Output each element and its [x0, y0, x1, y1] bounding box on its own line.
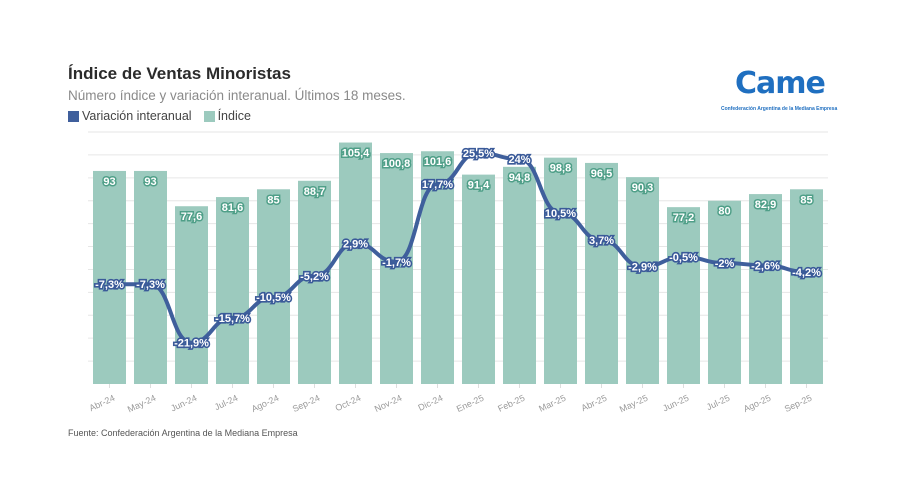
bar-Abr-25[interactable] [585, 162, 618, 384]
bar-Nov-24[interactable] [380, 153, 413, 384]
line-label-Abr-24: -7,3% [95, 279, 124, 291]
x-tick-label: Sep-24 [291, 393, 322, 414]
bar-Ene-25[interactable] [462, 174, 495, 384]
bar-Jul-24[interactable] [216, 197, 249, 384]
x-tick-label: Ago-25 [742, 393, 773, 414]
x-tick-label: Ene-25 [455, 393, 486, 414]
bar-label-May-25: 90,3 [632, 182, 653, 194]
chart-title: Índice de Ventas Minoristas [68, 64, 291, 83]
x-tick-label: Nov-24 [373, 393, 404, 414]
x-tick-label: Jul-24 [213, 393, 239, 412]
line-label-Jul-25: -2% [715, 258, 735, 270]
bar-label-Abr-25: 96,5 [591, 168, 612, 180]
bar-Ago-24[interactable] [257, 189, 290, 384]
bar-Mar-25[interactable] [544, 157, 577, 384]
line-label-Jun-24: -21,9% [174, 338, 209, 350]
bar-May-24[interactable] [134, 170, 167, 384]
bar-May-25[interactable] [626, 177, 659, 384]
bar-label-Jul-25: 80 [718, 206, 730, 218]
bar-label-Ene-25: 91,4 [468, 180, 490, 192]
source-note: Fuente: Confederación Argentina de la Me… [68, 428, 298, 438]
x-tick-label: Abr-25 [580, 393, 609, 413]
line-label-May-24: -7,3% [136, 279, 165, 291]
logo-wordmark: Came [735, 66, 826, 101]
bar-label-Jun-24: 77,6 [181, 211, 202, 223]
x-tick-label: Sep-25 [783, 393, 814, 414]
x-tick-label: Jul-25 [705, 393, 731, 412]
bar-label-Oct-24: 105,4 [342, 148, 370, 160]
line-label-Mar-25: 10,5% [545, 208, 576, 220]
bar-Jun-25[interactable] [667, 207, 700, 384]
bar-label-Ago-24: 85 [267, 194, 279, 206]
x-tick-label: Abr-24 [88, 393, 117, 413]
bar-Abr-24[interactable] [93, 170, 126, 384]
x-tick-label: Feb-25 [496, 393, 526, 414]
came-logo: Came Confederación Argentina de la Media… [721, 66, 845, 116]
bar-Feb-25[interactable] [503, 166, 536, 384]
bar-label-May-24: 93 [144, 176, 156, 188]
bar-label-Mar-25: 98,8 [550, 163, 571, 175]
line-label-Abr-25: 3,7% [589, 235, 614, 247]
logo-tagline: Confederación Argentina de la Mediana Em… [721, 106, 838, 112]
line-label-Jun-25: -0,5% [669, 252, 698, 264]
bar-label-Jul-24: 81,6 [222, 202, 243, 214]
bar-label-Nov-24: 100,8 [383, 158, 411, 170]
legend: Variación interanual Índice [68, 109, 251, 123]
x-tick-label: Jun-25 [661, 393, 690, 414]
bar-label-Feb-25: 94,8 [509, 172, 530, 184]
chart-subtitle: Número índice y variación interanual. Úl… [68, 88, 406, 103]
bar-labels: 93 93 77,6 81,6 85 88,7 105,4 100,8 101,6 91,4 94,… [102, 146, 814, 226]
gridlines [88, 131, 828, 362]
legend-label-indice: Índice [217, 109, 251, 123]
x-tick-label: Mar-25 [537, 393, 567, 414]
bar-Sep-25[interactable] [790, 189, 823, 384]
bar-label-Abr-24: 93 [103, 176, 115, 188]
line-label-Sep-25: -4,2% [792, 267, 821, 279]
line-label-Ene-25: 25,5% [463, 148, 494, 160]
line-label-Ago-24: -10,5% [256, 292, 291, 304]
bar-label-Jun-25: 77,2 [673, 212, 694, 224]
line-label-Dic-24: 17,7% [422, 179, 453, 191]
legend-item-variacion[interactable]: Variación interanual [68, 109, 192, 123]
line-series [109, 151, 807, 345]
bar-label-Ago-25: 82,9 [755, 199, 776, 211]
line-labels: -7,3% -7,3% -21,9% -15,7% -10,5% -5,2% 2,9% -1,… [94, 146, 823, 351]
line-label-Ago-25: -2,6% [751, 260, 780, 272]
variacion-line[interactable] [109, 151, 807, 345]
line-label-Oct-24: 2,9% [343, 238, 368, 250]
bar-label-Sep-25: 85 [800, 194, 812, 206]
bar-Ago-25[interactable] [749, 194, 782, 384]
line-label-May-25: -2,9% [628, 262, 657, 274]
bar-Jul-25[interactable] [708, 200, 741, 384]
bar-label-Sep-24: 88,7 [304, 186, 325, 198]
line-label-Sep-24: -5,2% [300, 271, 329, 283]
bar-Sep-24[interactable] [298, 180, 331, 384]
line-label-Nov-24: -1,7% [382, 257, 411, 269]
x-tick-label: May-24 [126, 393, 157, 415]
legend-item-indice[interactable]: Índice [203, 109, 251, 123]
line-label-Jul-24: -15,7% [215, 313, 250, 325]
x-tick-label: Ago-24 [250, 393, 281, 414]
bar-label-Dic-24: 101,6 [424, 156, 452, 168]
x-tick-label: Jun-24 [169, 393, 198, 414]
bar-Oct-24[interactable] [339, 142, 372, 384]
x-tick-label: Oct-24 [334, 393, 363, 413]
x-tick-label: May-25 [618, 393, 649, 415]
line-label-Feb-25: 24% [508, 154, 530, 166]
x-tick-label: Dic-24 [417, 393, 445, 413]
x-axis-ticks: Abr-24 May-24 Jun-24 Jul-24 Ago-24 Sep-24 Oct-… [88, 384, 814, 415]
legend-label-variacion: Variación interanual [82, 109, 192, 123]
bars [93, 142, 823, 384]
legend-swatch-bar [203, 110, 215, 122]
legend-swatch-line [68, 110, 79, 122]
bar-Jun-24[interactable] [175, 206, 208, 384]
